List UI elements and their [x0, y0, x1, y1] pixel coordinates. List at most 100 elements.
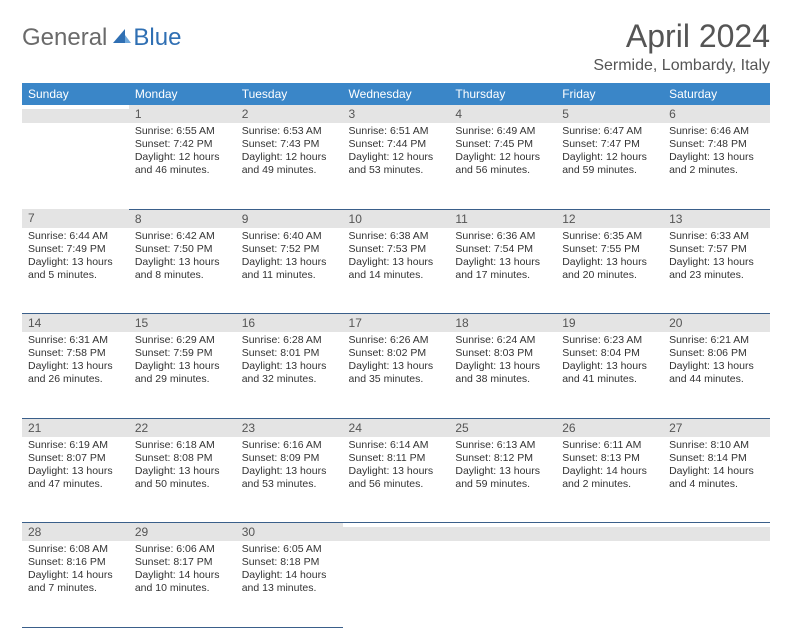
sunrise-text: Sunrise: 6:26 AM [349, 334, 446, 347]
daynum-cell: 22 [129, 418, 236, 437]
day-cell: Sunrise: 6:24 AMSunset: 8:03 PMDaylight:… [449, 332, 556, 418]
daylight-line2: and 8 minutes. [135, 269, 232, 282]
daylight-line2: and 56 minutes. [455, 164, 552, 177]
sunset-text: Sunset: 7:44 PM [349, 138, 446, 151]
day-cell: Sunrise: 6:36 AMSunset: 7:54 PMDaylight:… [449, 228, 556, 314]
daylight-line2: and 5 minutes. [28, 269, 125, 282]
sunrise-text: Sunrise: 6:21 AM [669, 334, 766, 347]
daylight-line1: Daylight: 14 hours [669, 465, 766, 478]
day-content: Sunrise: 6:23 AMSunset: 8:04 PMDaylight:… [556, 332, 663, 391]
daylight-line2: and 20 minutes. [562, 269, 659, 282]
daylight-line1: Daylight: 13 hours [669, 360, 766, 373]
sunrise-text: Sunrise: 6:42 AM [135, 230, 232, 243]
sunrise-text: Sunrise: 6:24 AM [455, 334, 552, 347]
sunrise-text: Sunrise: 6:16 AM [242, 439, 339, 452]
day-number [449, 523, 556, 527]
week-daynum-row: 14151617181920 [22, 314, 770, 333]
daynum-cell: 5 [556, 105, 663, 123]
daylight-line1: Daylight: 13 hours [135, 465, 232, 478]
day-number: 23 [236, 419, 343, 437]
daylight-line2: and 7 minutes. [28, 582, 125, 595]
daylight-line1: Daylight: 12 hours [455, 151, 552, 164]
sunrise-text: Sunrise: 6:06 AM [135, 543, 232, 556]
daylight-line1: Daylight: 13 hours [242, 465, 339, 478]
daynum-cell [343, 523, 450, 542]
day-content: Sunrise: 6:18 AMSunset: 8:08 PMDaylight:… [129, 437, 236, 496]
day-content: Sunrise: 6:51 AMSunset: 7:44 PMDaylight:… [343, 123, 450, 182]
daynum-cell: 26 [556, 418, 663, 437]
day-content: Sunrise: 6:28 AMSunset: 8:01 PMDaylight:… [236, 332, 343, 391]
sunrise-text: Sunrise: 6:29 AM [135, 334, 232, 347]
dow-tuesday: Tuesday [236, 83, 343, 105]
day-cell [556, 541, 663, 627]
daylight-line2: and 17 minutes. [455, 269, 552, 282]
day-content: Sunrise: 6:19 AMSunset: 8:07 PMDaylight:… [22, 437, 129, 496]
sunrise-text: Sunrise: 6:19 AM [28, 439, 125, 452]
daylight-line2: and 2 minutes. [669, 164, 766, 177]
daylight-line1: Daylight: 12 hours [349, 151, 446, 164]
daylight-line2: and 32 minutes. [242, 373, 339, 386]
sunset-text: Sunset: 8:18 PM [242, 556, 339, 569]
daynum-cell [449, 523, 556, 542]
daylight-line2: and 23 minutes. [669, 269, 766, 282]
day-cell [449, 541, 556, 627]
day-cell: Sunrise: 6:21 AMSunset: 8:06 PMDaylight:… [663, 332, 770, 418]
sunset-text: Sunset: 7:43 PM [242, 138, 339, 151]
daylight-line1: Daylight: 13 hours [349, 360, 446, 373]
dow-friday: Friday [556, 83, 663, 105]
day-content: Sunrise: 6:06 AMSunset: 8:17 PMDaylight:… [129, 541, 236, 600]
sunset-text: Sunset: 8:11 PM [349, 452, 446, 465]
week-row: Sunrise: 6:44 AMSunset: 7:49 PMDaylight:… [22, 228, 770, 314]
day-number: 12 [556, 210, 663, 228]
sunrise-text: Sunrise: 6:40 AM [242, 230, 339, 243]
day-number: 30 [236, 523, 343, 541]
day-number: 26 [556, 419, 663, 437]
daynum-cell: 11 [449, 209, 556, 228]
daylight-line1: Daylight: 14 hours [242, 569, 339, 582]
day-number: 22 [129, 419, 236, 437]
daylight-line1: Daylight: 13 hours [242, 360, 339, 373]
day-number: 15 [129, 314, 236, 332]
sunset-text: Sunset: 8:01 PM [242, 347, 339, 360]
day-number: 28 [22, 523, 129, 541]
day-number: 20 [663, 314, 770, 332]
sunset-text: Sunset: 7:48 PM [669, 138, 766, 151]
day-number: 10 [343, 210, 450, 228]
daylight-line2: and 53 minutes. [349, 164, 446, 177]
day-number [556, 523, 663, 527]
sunset-text: Sunset: 7:54 PM [455, 243, 552, 256]
sunset-text: Sunset: 7:42 PM [135, 138, 232, 151]
sunset-text: Sunset: 8:09 PM [242, 452, 339, 465]
daylight-line1: Daylight: 13 hours [349, 465, 446, 478]
sunset-text: Sunset: 7:57 PM [669, 243, 766, 256]
week-row: Sunrise: 6:31 AMSunset: 7:58 PMDaylight:… [22, 332, 770, 418]
day-number: 17 [343, 314, 450, 332]
day-cell: Sunrise: 6:46 AMSunset: 7:48 PMDaylight:… [663, 123, 770, 209]
daynum-cell [22, 105, 129, 123]
day-number: 19 [556, 314, 663, 332]
day-number: 18 [449, 314, 556, 332]
daylight-line2: and 2 minutes. [562, 478, 659, 491]
daylight-line1: Daylight: 13 hours [562, 256, 659, 269]
daynum-cell: 2 [236, 105, 343, 123]
day-content: Sunrise: 6:24 AMSunset: 8:03 PMDaylight:… [449, 332, 556, 391]
day-content: Sunrise: 6:14 AMSunset: 8:11 PMDaylight:… [343, 437, 450, 496]
daynum-cell: 12 [556, 209, 663, 228]
day-cell: Sunrise: 6:53 AMSunset: 7:43 PMDaylight:… [236, 123, 343, 209]
day-number [22, 105, 129, 109]
week-daynum-row: 123456 [22, 105, 770, 123]
sunset-text: Sunset: 8:17 PM [135, 556, 232, 569]
sunset-text: Sunset: 7:53 PM [349, 243, 446, 256]
sunrise-text: Sunrise: 6:53 AM [242, 125, 339, 138]
day-content: Sunrise: 6:31 AMSunset: 7:58 PMDaylight:… [22, 332, 129, 391]
week-row: Sunrise: 6:08 AMSunset: 8:16 PMDaylight:… [22, 541, 770, 627]
daynum-cell: 7 [22, 209, 129, 228]
daynum-cell: 3 [343, 105, 450, 123]
sunrise-text: Sunrise: 6:49 AM [455, 125, 552, 138]
dow-thursday: Thursday [449, 83, 556, 105]
daynum-cell: 29 [129, 523, 236, 542]
day-content: Sunrise: 6:49 AMSunset: 7:45 PMDaylight:… [449, 123, 556, 182]
sunrise-text: Sunrise: 6:36 AM [455, 230, 552, 243]
day-number: 7 [22, 209, 129, 227]
day-content: Sunrise: 6:55 AMSunset: 7:42 PMDaylight:… [129, 123, 236, 182]
